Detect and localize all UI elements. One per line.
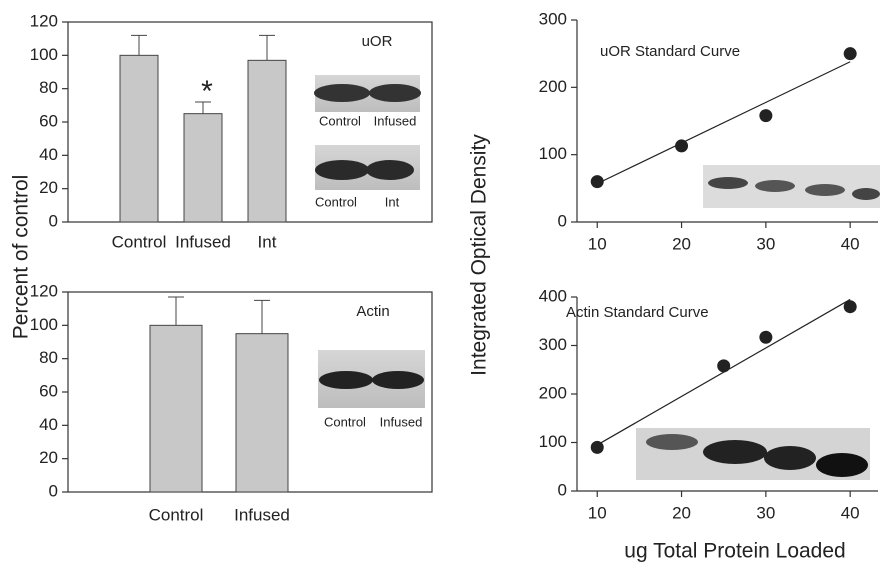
bar [247, 59, 287, 223]
error-bar [131, 34, 147, 56]
y-axis-label: Integrated Optical Density [468, 134, 491, 376]
data-point [843, 47, 857, 61]
data-point [675, 139, 689, 153]
y-tick-label: 80 [39, 348, 58, 367]
x-tick-label: Control [112, 232, 167, 251]
x-tick-label: Int [258, 232, 277, 251]
error-bar [195, 101, 211, 114]
y-tick-label: 200 [539, 383, 567, 402]
x-tick-label: 40 [841, 503, 860, 522]
x-tick-label: Infused [234, 505, 290, 524]
data-point [759, 109, 773, 123]
y-tick-label: 300 [539, 9, 567, 28]
fit-line [596, 61, 851, 185]
y-tick-label: 80 [39, 78, 58, 97]
inset-label: Infused [380, 414, 423, 429]
x-axis-label: ug Total Protein Loaded [624, 540, 845, 563]
x-tick-label: Control [149, 505, 204, 524]
error-bar [254, 299, 270, 334]
y-tick-label: 100 [539, 432, 567, 451]
inset-label: Int [385, 194, 400, 209]
data-point [843, 300, 857, 314]
inset-label: Infused [374, 113, 417, 128]
x-tick-label: 30 [756, 503, 775, 522]
x-tick-label: 40 [841, 234, 860, 253]
annotation: uOR [362, 33, 393, 50]
x-tick-label: Infused [175, 232, 231, 251]
error-bar [259, 34, 275, 61]
chart-title: uOR Standard Curve [600, 43, 740, 60]
annotation: Actin [356, 303, 389, 320]
inset-label: Control [319, 113, 361, 128]
y-tick-label: 0 [49, 481, 58, 500]
bar [119, 54, 159, 223]
y-tick-label: 120 [30, 281, 58, 300]
blot-images [314, 75, 880, 480]
y-tick-label: 200 [539, 77, 567, 96]
data-point [590, 440, 604, 454]
y-tick-label: 40 [39, 415, 58, 434]
y-tick-label: 100 [539, 144, 567, 163]
y-tick-label: 120 [30, 11, 58, 30]
data-point [590, 175, 604, 189]
data-point [717, 359, 731, 373]
bar [235, 333, 289, 493]
y-tick-label: 60 [39, 111, 58, 130]
significance-marker: * [201, 75, 213, 108]
x-tick-label: 20 [672, 234, 691, 253]
x-tick-label: 10 [588, 503, 607, 522]
inset-label: Control [315, 194, 357, 209]
y-tick-label: 100 [30, 45, 58, 64]
y-tick-label: 300 [539, 335, 567, 354]
y-tick-label: 400 [539, 286, 567, 305]
bar [149, 324, 203, 493]
y-tick-label: 100 [30, 315, 58, 334]
y-tick-label: 20 [39, 178, 58, 197]
chart-title: Actin Standard Curve [566, 304, 709, 321]
y-tick-label: 0 [558, 211, 567, 230]
y-tick-label: 0 [49, 211, 58, 230]
x-tick-label: 20 [672, 503, 691, 522]
y-tick-label: 20 [39, 448, 58, 467]
y-axis-label: Percent of control [10, 175, 33, 340]
y-tick-label: 60 [39, 381, 58, 400]
bar [183, 113, 223, 223]
error-bar [168, 296, 184, 326]
y-tick-label: 0 [558, 480, 567, 499]
inset-label: Control [324, 414, 366, 429]
y-tick-label: 40 [39, 145, 58, 164]
data-point [759, 330, 773, 344]
x-tick-label: 30 [756, 234, 775, 253]
x-tick-label: 10 [588, 234, 607, 253]
